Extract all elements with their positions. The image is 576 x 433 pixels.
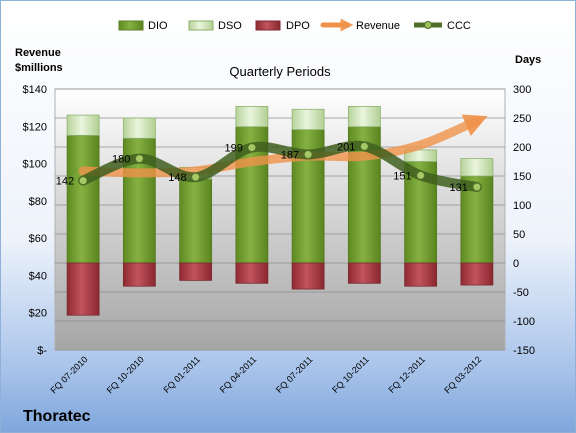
legend-label-dso: DSO bbox=[218, 20, 242, 32]
dpo-bar bbox=[122, 262, 156, 287]
legend-swatch-dio bbox=[118, 20, 144, 31]
legend-label-ccc: CCC bbox=[447, 20, 471, 32]
x-tick-label: FQ 04-2011 bbox=[218, 354, 259, 395]
x-tick-label: FQ 10-2010 bbox=[105, 354, 146, 395]
ccc-data-label: 199 bbox=[225, 143, 243, 155]
dpo-bar bbox=[347, 262, 381, 284]
ccc-point bbox=[359, 141, 369, 151]
left-axis-title-line2: $millions bbox=[15, 62, 63, 74]
left-tick-label: $140 bbox=[23, 84, 47, 96]
dso-bar bbox=[291, 108, 325, 131]
dso-bar bbox=[460, 158, 494, 177]
legend-marker-ccc bbox=[424, 21, 432, 29]
ccc-series: 142 180 148 199 187 201 151 131 bbox=[56, 140, 482, 194]
ccc-point bbox=[472, 182, 482, 192]
right-axis-ticks: 300 250 200 150 100 50 0 -50 -100 -150 bbox=[513, 84, 535, 357]
right-tick-label: 150 bbox=[513, 171, 531, 183]
chart-subtitle: Quarterly Periods bbox=[229, 64, 331, 79]
x-tick-label: FQ 01-2011 bbox=[161, 354, 202, 395]
plot-area bbox=[54, 88, 506, 351]
dio-bar bbox=[460, 175, 494, 264]
bars bbox=[66, 106, 494, 316]
right-axis-title: Days bbox=[515, 54, 541, 66]
ccc-data-label: 187 bbox=[281, 150, 299, 162]
x-tick-label: FQ 07-2011 bbox=[274, 354, 315, 395]
ccc-point bbox=[134, 154, 144, 164]
x-tick-label: FQ 07-2010 bbox=[49, 354, 90, 395]
left-tick-label: $20 bbox=[29, 308, 47, 320]
dso-bar bbox=[235, 106, 269, 128]
x-tick-label: FQ 03-2012 bbox=[442, 354, 483, 395]
legend-label-dpo: DPO bbox=[286, 20, 310, 32]
right-tick-label: -150 bbox=[513, 345, 535, 357]
ccc-data-label: 142 bbox=[56, 176, 74, 188]
right-tick-label: 200 bbox=[513, 142, 531, 154]
dso-bar bbox=[66, 114, 100, 136]
ccc-point bbox=[78, 176, 88, 186]
x-tick-label: FQ 10-2011 bbox=[330, 354, 371, 395]
legend-label-dio: DIO bbox=[148, 20, 168, 32]
left-tick-label: $120 bbox=[23, 121, 47, 133]
dso-bar bbox=[122, 117, 156, 139]
dio-bar bbox=[66, 134, 100, 264]
left-tick-label: $60 bbox=[29, 233, 47, 245]
right-tick-label: -50 bbox=[513, 287, 529, 299]
dso-bar bbox=[404, 149, 438, 162]
right-tick-label: 100 bbox=[513, 200, 531, 212]
dpo-bar bbox=[460, 262, 494, 286]
left-tick-label: $80 bbox=[29, 196, 47, 208]
ccc-data-label: 131 bbox=[450, 182, 468, 194]
ccc-data-label: 201 bbox=[337, 141, 355, 153]
legend: DIO DSO DPO Revenue CCC bbox=[118, 18, 471, 32]
right-tick-label: 50 bbox=[513, 229, 525, 241]
legend-label-revenue: Revenue bbox=[356, 20, 400, 32]
ccc-data-label: 151 bbox=[393, 170, 411, 182]
dpo-bar bbox=[66, 262, 100, 316]
left-tick-label: $- bbox=[37, 345, 47, 357]
ccc-data-label: 180 bbox=[112, 154, 130, 166]
right-tick-label: 0 bbox=[513, 258, 519, 270]
x-tick-label: FQ 12-2011 bbox=[386, 354, 427, 395]
dso-bar bbox=[347, 106, 381, 128]
right-tick-label: 250 bbox=[513, 113, 531, 125]
dpo-bar bbox=[404, 262, 438, 287]
revenue-line bbox=[78, 114, 488, 178]
left-tick-label: $100 bbox=[23, 159, 47, 171]
ccc-data-label: 148 bbox=[168, 172, 186, 184]
dio-bar bbox=[179, 178, 213, 264]
right-tick-label: -100 bbox=[513, 316, 535, 328]
right-tick-label: 300 bbox=[513, 84, 531, 96]
left-axis-title-line1: Revenue bbox=[15, 47, 61, 59]
x-axis-ticks: FQ 07-2010 FQ 10-2010 FQ 01-2011 FQ 04-2011… bbox=[49, 354, 484, 395]
ccc-point bbox=[303, 150, 313, 160]
dpo-bar bbox=[179, 262, 213, 281]
legend-swatch-dso bbox=[188, 20, 214, 31]
ccc-point bbox=[416, 170, 426, 180]
left-tick-label: $40 bbox=[29, 270, 47, 282]
legend-swatch-dpo bbox=[255, 20, 281, 31]
dpo-bar bbox=[235, 262, 269, 284]
revenue-series bbox=[78, 114, 488, 178]
ccc-point bbox=[247, 143, 257, 153]
left-axis-ticks: $140 $120 $100 $80 $60 $40 $20 $- bbox=[23, 84, 48, 357]
dpo-bar bbox=[291, 262, 325, 290]
company-name: Thoratec bbox=[23, 408, 91, 425]
ccc-line bbox=[78, 140, 482, 192]
ccc-point bbox=[191, 172, 201, 182]
